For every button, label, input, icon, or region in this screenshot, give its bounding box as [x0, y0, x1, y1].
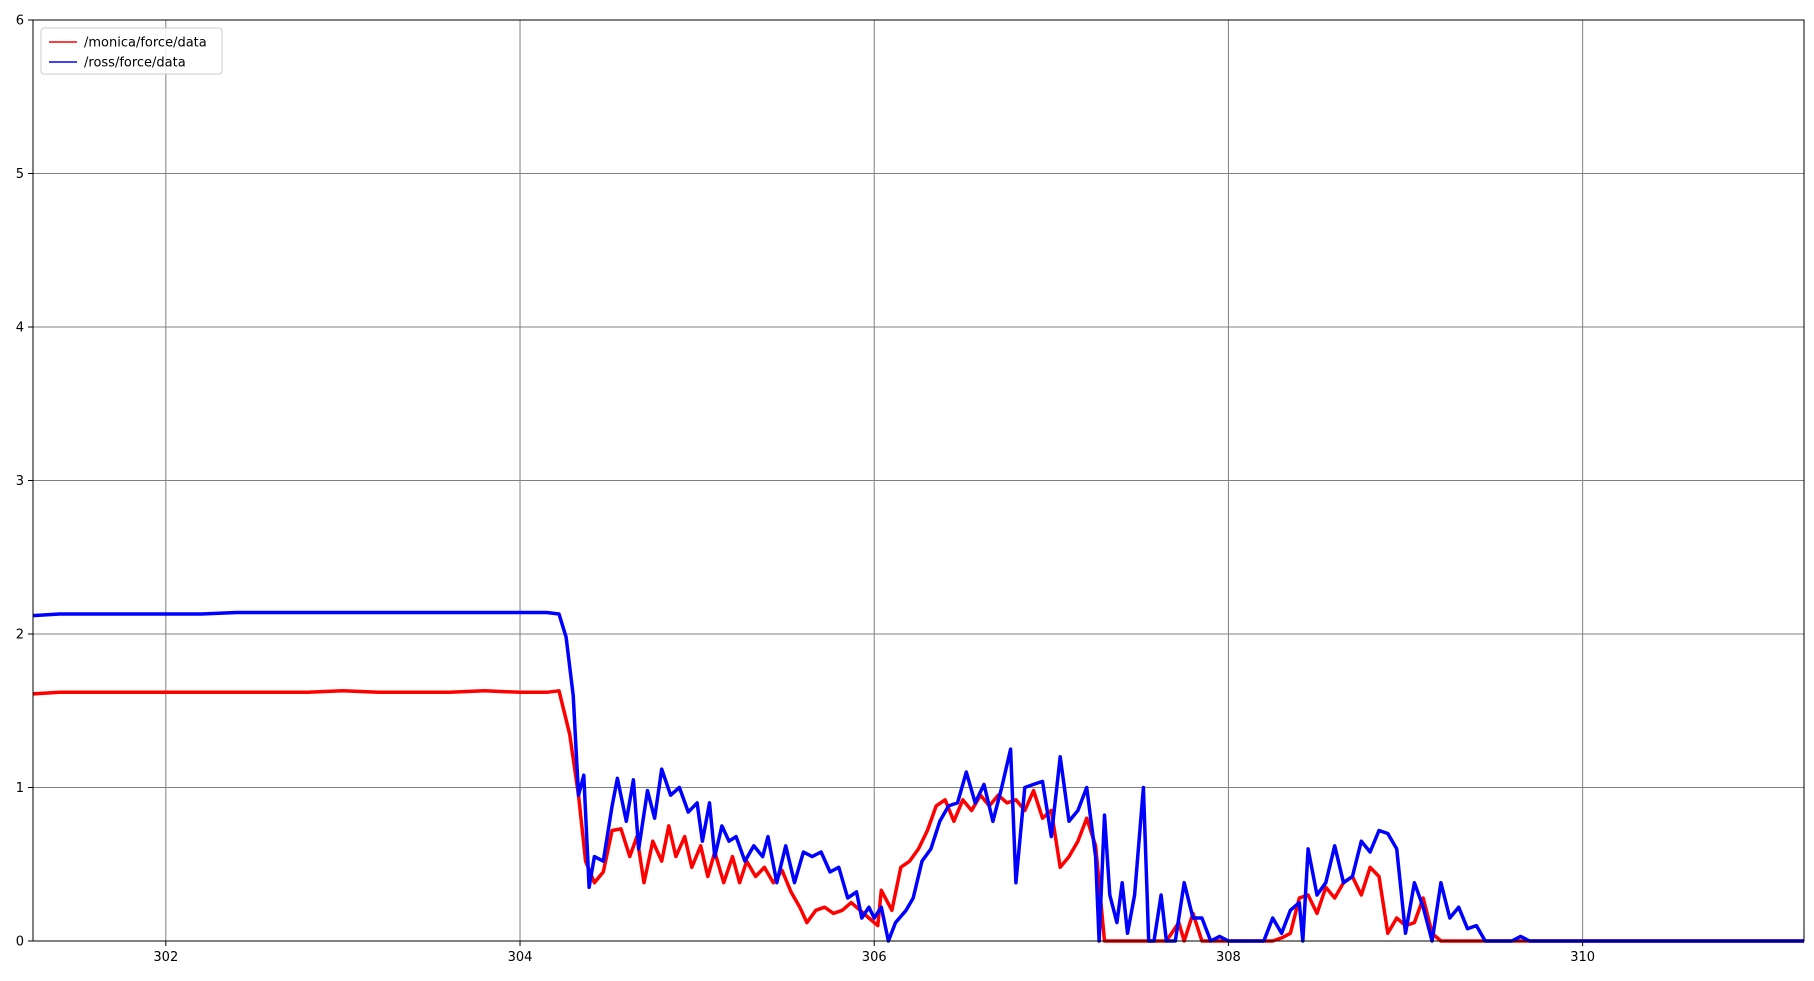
- legend: /monica/force/data/ross/force/data: [40, 27, 223, 75]
- axis-ticks: 302 304 306 308 310 0 1 2 3 4 5 6: [16, 14, 1595, 966]
- series-line-2: [32, 610, 1804, 943]
- x-tick-label: 302: [153, 950, 178, 965]
- legend-label: /ross/force/data: [84, 56, 186, 71]
- data-series: [32, 610, 1804, 943]
- x-tick-label: 308: [1216, 950, 1241, 965]
- y-tick-label: 4: [16, 321, 24, 336]
- x-tick-label: 306: [862, 950, 887, 965]
- y-tick-label: 6: [16, 14, 24, 29]
- x-tick-label: 304: [508, 950, 533, 965]
- y-tick-label: 3: [16, 474, 24, 489]
- legend-label: /monica/force/data: [84, 36, 207, 51]
- y-tick-label: 1: [16, 781, 24, 796]
- legend-box: [40, 27, 223, 75]
- y-tick-label: 5: [16, 167, 24, 182]
- y-tick-label: 2: [16, 628, 24, 643]
- y-tick-label: 0: [16, 935, 24, 950]
- x-tick-label: 310: [1570, 950, 1595, 965]
